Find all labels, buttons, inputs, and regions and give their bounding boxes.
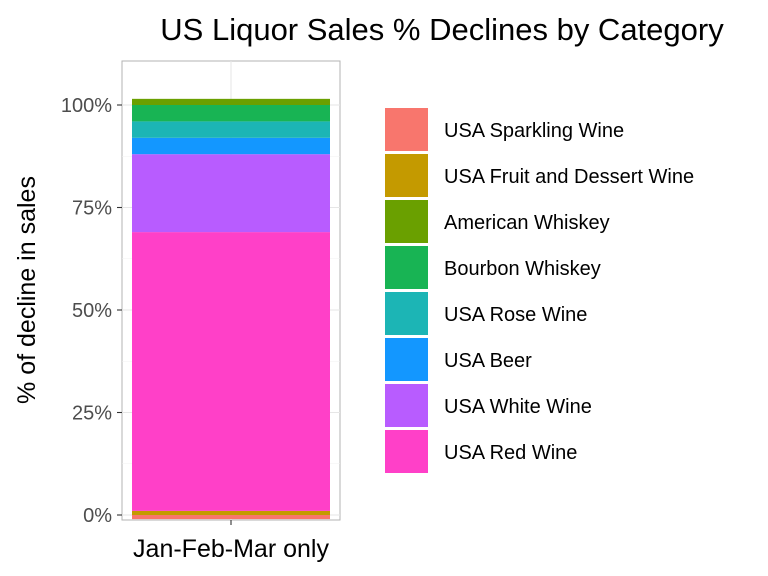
legend-swatch <box>385 384 428 427</box>
legend-swatch <box>385 246 428 289</box>
bar-segment-american-whiskey <box>132 98 330 105</box>
y-tick-label: 50% <box>72 300 112 322</box>
bar-stack <box>132 98 330 520</box>
y-axis-title: % of decline in sales <box>13 176 41 404</box>
bar-segment-usa-beer <box>132 137 330 155</box>
legend: USA Sparkling Wine USA Fruit and Dessert … <box>385 108 694 473</box>
y-axis-ticks: 0% 25% 50% 75% 100% <box>61 95 122 527</box>
bar-segment-usa-rose-wine <box>132 121 330 138</box>
legend-swatch <box>385 108 428 151</box>
y-tick-label: 75% <box>72 198 112 220</box>
y-tick-label: 0% <box>83 505 112 527</box>
chart-title: US Liquor Sales % Declines by Category <box>160 12 724 47</box>
legend-label: Bourbon Whiskey <box>444 258 601 280</box>
x-tick-label: Jan-Feb-Mar only <box>133 535 329 563</box>
bar-segment-usa-fruit-and-dessert-wine <box>132 510 330 515</box>
bar-segment-usa-red-wine <box>132 232 330 511</box>
legend-swatch <box>385 200 428 243</box>
legend-swatch <box>385 292 428 335</box>
legend-label: American Whiskey <box>444 212 610 234</box>
legend-label: USA Red Wine <box>444 442 577 464</box>
legend-swatch <box>385 154 428 197</box>
legend-swatch <box>385 430 428 473</box>
legend-label: USA White Wine <box>444 396 592 418</box>
bar-segment-usa-sparkling-wine <box>132 515 330 520</box>
y-tick-label: 25% <box>72 403 112 425</box>
legend-label: USA Beer <box>444 350 532 372</box>
legend-swatch <box>385 338 428 381</box>
legend-label: USA Sparkling Wine <box>444 120 624 142</box>
y-tick-label: 100% <box>61 95 112 117</box>
legend-label: USA Fruit and Dessert Wine <box>444 166 694 188</box>
bar-segment-usa-white-wine <box>132 154 330 233</box>
bar-segment-bourbon-whiskey <box>132 105 330 122</box>
x-axis-ticks: Jan-Feb-Mar only <box>133 520 329 563</box>
legend-label: USA Rose Wine <box>444 304 587 326</box>
